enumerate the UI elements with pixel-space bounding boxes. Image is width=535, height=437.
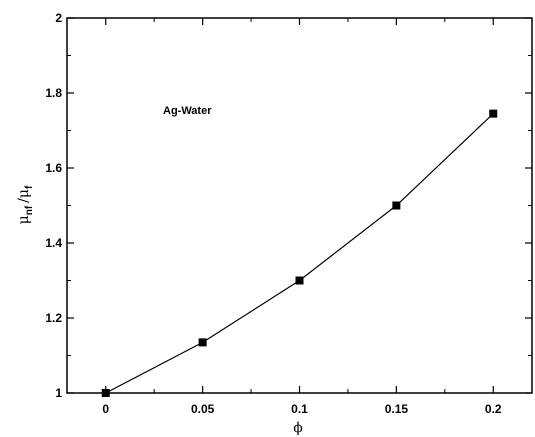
ticks [67,17,532,394]
svg-text:μnf/μf: μnf/μf [16,185,35,224]
series-line [105,113,494,394]
y-tick-label-1: 1.2 [45,311,62,325]
data-point-3 [392,201,401,210]
x-tick-label-3: 0.15 [385,402,409,416]
y-label-sub-nf: nf [24,205,35,215]
y-tick-label-5: 2 [55,11,62,25]
y-label-sub-f: f [24,185,35,189]
x-tick-label-4: 0.2 [485,402,502,416]
data-point-1 [198,338,207,347]
x-tick-label-2: 0.1 [291,402,308,416]
series-markers [101,109,498,397]
y-axis-label: μnf/μf [16,185,35,224]
y-tick-label-2: 1.4 [45,236,62,250]
y-label-mu-2: μ [16,189,32,198]
data-point-2 [295,276,304,285]
y-tick-label-3: 1.6 [45,161,62,175]
x-tick-label-0: 0 [102,402,109,416]
data-point-4 [489,109,498,118]
y-label-mu-1: μ [16,215,32,224]
y-tick-label-4: 1.8 [45,86,62,100]
plot-frame [66,17,533,394]
y-tick-label-0: 1 [55,386,62,400]
annotation-ag-water: Ag-Water [163,105,212,117]
y-label-slash: / [16,198,32,203]
x-axis-label: ϕ [293,420,303,436]
x-tick-label-1: 0.05 [191,402,215,416]
data-point-0 [101,389,110,397]
tick-labels: 1 1.2 1.4 1.6 1.8 2 0 0.05 0.1 0.15 0.2 [45,11,502,416]
